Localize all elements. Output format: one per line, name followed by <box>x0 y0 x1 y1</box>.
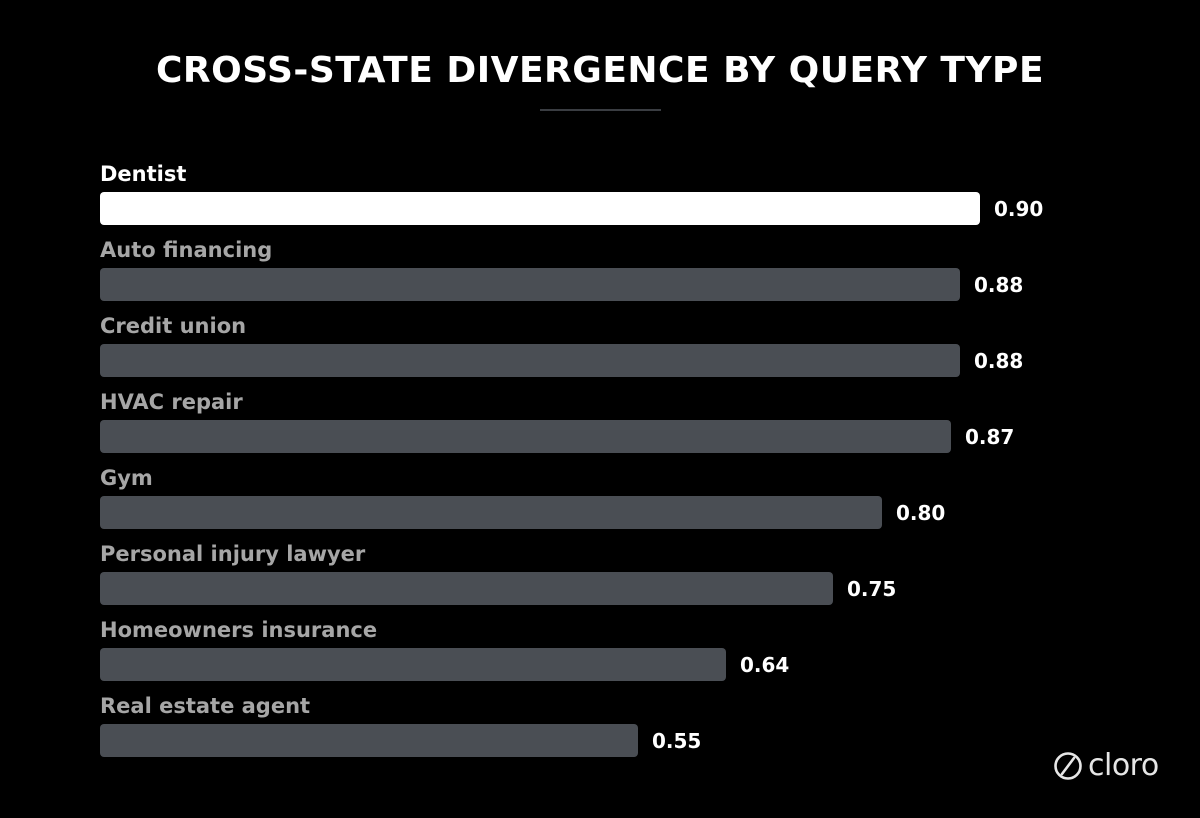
value-label: 0.75 <box>847 577 897 601</box>
bar <box>100 724 638 757</box>
category-label: Dentist <box>100 162 187 186</box>
brand-logo: cloro <box>1052 748 1159 784</box>
brand-name: cloro <box>1088 748 1159 783</box>
cloro-logo-icon <box>1054 752 1082 780</box>
value-label: 0.88 <box>974 273 1024 297</box>
category-label: Auto financing <box>100 238 273 262</box>
category-label: Homeowners insurance <box>100 618 378 642</box>
value-label: 0.55 <box>652 729 702 753</box>
bar <box>100 192 980 225</box>
value-label: 0.64 <box>740 653 790 677</box>
category-label: Credit union <box>100 314 247 338</box>
bar <box>100 420 951 453</box>
chart-title: CROSS-STATE DIVERGENCE BY QUERY TYPE <box>155 50 1045 91</box>
value-label: 0.80 <box>896 501 946 525</box>
value-label: 0.88 <box>974 349 1024 373</box>
bar <box>100 648 726 681</box>
category-label: Gym <box>100 466 153 490</box>
bar <box>100 344 960 377</box>
category-label: Real estate agent <box>100 694 311 718</box>
bar <box>100 268 960 301</box>
category-label: HVAC repair <box>100 390 243 414</box>
bar <box>100 572 833 605</box>
bar <box>100 496 882 529</box>
title-divider <box>540 109 661 111</box>
category-label: Personal injury lawyer <box>100 542 366 566</box>
value-label: 0.87 <box>965 425 1015 449</box>
value-label: 0.90 <box>994 197 1044 221</box>
